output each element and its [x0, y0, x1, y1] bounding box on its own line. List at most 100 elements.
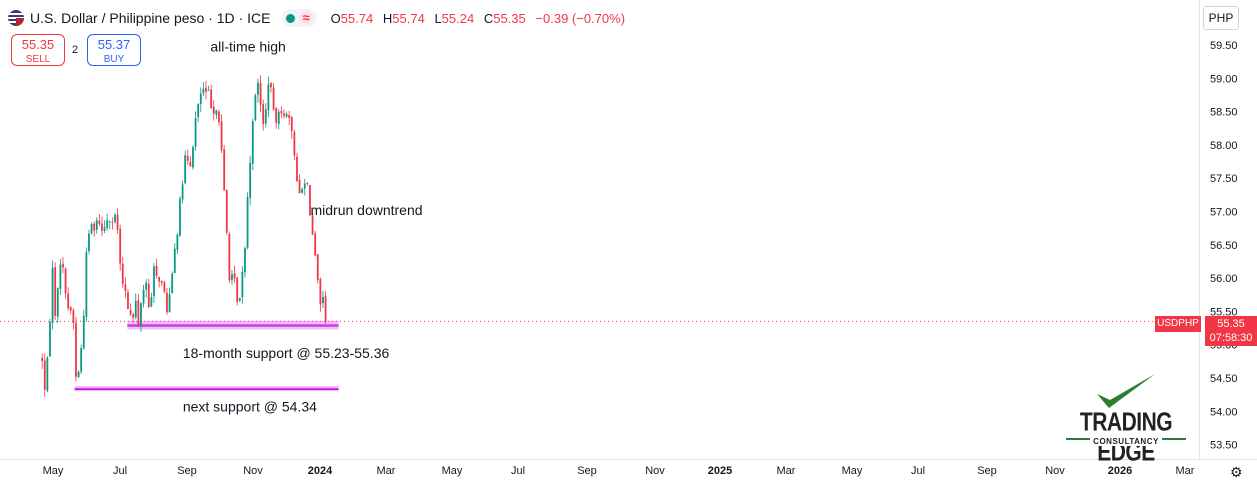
candle[interactable] [77, 370, 80, 378]
candle[interactable] [142, 284, 145, 308]
candle[interactable] [319, 277, 322, 312]
candle[interactable] [51, 260, 54, 330]
candle[interactable] [49, 318, 51, 357]
candle[interactable] [233, 265, 236, 283]
candle[interactable] [277, 108, 280, 130]
candle[interactable] [241, 266, 244, 304]
candle[interactable] [95, 217, 98, 234]
candle[interactable] [259, 75, 262, 113]
candle[interactable] [179, 196, 181, 237]
candle[interactable] [129, 303, 132, 317]
candle[interactable] [119, 224, 122, 271]
candle[interactable] [257, 78, 259, 103]
candle[interactable] [298, 174, 301, 194]
candle[interactable] [202, 81, 205, 96]
candle[interactable] [168, 287, 171, 313]
candle[interactable] [88, 229, 90, 255]
candle[interactable] [41, 353, 44, 369]
candle[interactable] [189, 156, 192, 167]
candle[interactable] [290, 115, 293, 139]
candle[interactable] [158, 276, 161, 288]
status-pill[interactable]: ≈ [282, 9, 317, 27]
candle[interactable] [173, 243, 176, 274]
candle[interactable] [280, 106, 283, 119]
candle[interactable] [303, 178, 306, 196]
candle[interactable] [59, 258, 62, 295]
candle[interactable] [186, 149, 189, 165]
candle[interactable] [249, 155, 252, 206]
candle[interactable] [82, 309, 85, 350]
candle[interactable] [106, 213, 109, 231]
candle[interactable] [103, 220, 106, 234]
time-axis[interactable] [0, 459, 1257, 482]
candle[interactable] [220, 114, 223, 154]
candle[interactable] [145, 279, 148, 298]
candle[interactable] [231, 269, 233, 285]
candle[interactable] [147, 278, 150, 309]
candle[interactable] [114, 212, 116, 224]
candle[interactable] [80, 344, 83, 375]
candle[interactable] [293, 129, 296, 161]
candle[interactable] [181, 180, 184, 204]
candle[interactable] [223, 145, 226, 192]
candle[interactable] [228, 231, 231, 283]
candle[interactable] [316, 254, 319, 284]
candle[interactable] [124, 277, 127, 299]
candle[interactable] [140, 302, 142, 332]
candle[interactable] [160, 280, 163, 287]
candle[interactable] [270, 81, 272, 93]
candle[interactable] [288, 110, 291, 125]
candle[interactable] [101, 216, 103, 237]
symbol-title[interactable]: U.S. Dollar / Philippine peso · 1D · ICE [30, 10, 271, 26]
candle[interactable] [93, 221, 96, 237]
candle[interactable] [46, 356, 49, 393]
candle[interactable] [275, 106, 278, 129]
buy-button[interactable]: 55.37 BUY [87, 34, 141, 66]
candle[interactable] [301, 187, 304, 194]
candle[interactable] [218, 109, 220, 126]
candle[interactable] [98, 214, 101, 227]
candle[interactable] [134, 293, 137, 320]
candle[interactable] [72, 307, 75, 330]
candle[interactable] [262, 99, 265, 131]
candle[interactable] [267, 76, 270, 118]
candle[interactable] [324, 290, 327, 325]
currency-selector[interactable]: PHP [1203, 6, 1239, 30]
candle[interactable] [69, 305, 72, 315]
candle[interactable] [111, 217, 114, 230]
candle[interactable] [153, 263, 155, 303]
candle[interactable] [314, 230, 317, 257]
candle[interactable] [296, 153, 298, 183]
candle[interactable] [54, 262, 57, 320]
candle[interactable] [137, 293, 140, 328]
candle[interactable] [236, 276, 239, 306]
candle[interactable] [163, 280, 166, 294]
candle[interactable] [210, 84, 213, 109]
candle[interactable] [225, 189, 228, 235]
candle[interactable] [155, 258, 158, 279]
candle[interactable] [176, 233, 179, 254]
candle[interactable] [127, 289, 129, 310]
candle[interactable] [75, 317, 77, 382]
candle[interactable] [62, 256, 64, 274]
candle[interactable] [171, 271, 174, 294]
candle[interactable] [215, 109, 218, 120]
candle[interactable] [311, 211, 314, 235]
candle[interactable] [322, 291, 324, 308]
candle[interactable] [150, 292, 153, 308]
candle[interactable] [184, 150, 187, 185]
candle[interactable] [285, 111, 288, 118]
candle[interactable] [272, 82, 275, 111]
candle[interactable] [207, 85, 210, 91]
candle[interactable] [108, 220, 111, 230]
candle[interactable] [192, 145, 194, 170]
candle[interactable] [67, 287, 70, 311]
candle[interactable] [199, 87, 202, 113]
candle[interactable] [283, 109, 285, 119]
candle[interactable] [85, 247, 88, 322]
wave-icon[interactable]: ≈ [299, 11, 313, 25]
price-axis[interactable] [1199, 0, 1257, 459]
candle[interactable] [212, 100, 215, 121]
